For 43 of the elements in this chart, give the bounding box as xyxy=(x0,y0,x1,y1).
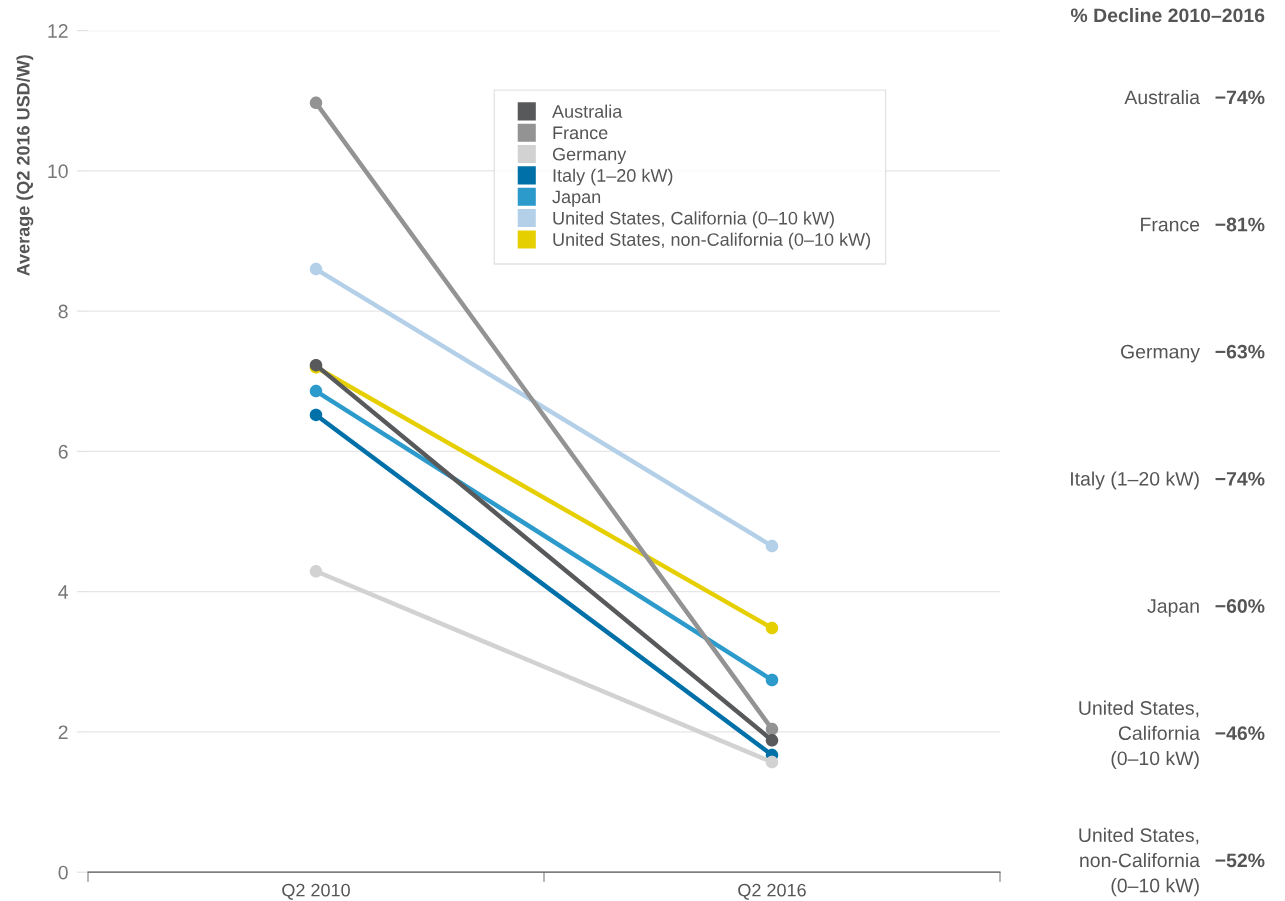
legend-label: Japan xyxy=(552,190,601,207)
text: United States, non-California (0–10 kW) xyxy=(1079,827,1201,897)
text: −74% xyxy=(1215,90,1265,105)
point xyxy=(309,565,323,578)
y-tick-label: 2 xyxy=(58,725,68,739)
point xyxy=(765,755,779,769)
legend-label: Australia xyxy=(552,104,623,118)
legend-label: United States, non-California (0–10 kW) xyxy=(553,232,871,250)
text: United States, California (0–10 kW) xyxy=(1079,700,1200,770)
text: Italy (1–20 kW) xyxy=(1071,471,1199,490)
point xyxy=(765,734,779,747)
text: −63% xyxy=(1215,344,1265,359)
text: France xyxy=(1141,217,1200,232)
y-tick-label: 8 xyxy=(58,304,68,319)
point xyxy=(309,384,323,398)
text: −46% xyxy=(1215,726,1265,741)
text: Japan xyxy=(1147,599,1199,617)
point xyxy=(765,722,779,736)
point xyxy=(309,262,323,276)
text: −52% xyxy=(1215,853,1265,868)
text: Australia xyxy=(1124,89,1200,105)
y-tick-label: 0 xyxy=(58,865,68,880)
text: % Decline 2010–2016 xyxy=(1070,7,1265,23)
legend-label: Italy (1–20 kW) xyxy=(553,168,673,186)
legend-label: Germany xyxy=(552,147,627,165)
text: −74% xyxy=(1215,472,1265,486)
x-tick-label: Q2 2010 xyxy=(282,883,350,900)
x-tick-label: Q2 2016 xyxy=(738,883,806,900)
text: −60% xyxy=(1215,599,1265,613)
y-axis-title: Average (Q2 2016 USD/W) xyxy=(16,55,34,276)
text: Germany xyxy=(1121,344,1200,363)
y-tick-label: 10 xyxy=(48,164,68,179)
text: −81% xyxy=(1215,217,1265,232)
legend-label: France xyxy=(553,126,608,140)
point xyxy=(309,408,323,422)
legend-label: United States, California (0–10 kW) xyxy=(553,211,834,229)
point xyxy=(765,621,779,635)
y-tick-label: 12 xyxy=(48,24,68,38)
point xyxy=(765,539,779,553)
y-tick-label: 4 xyxy=(58,585,68,599)
point xyxy=(765,673,779,687)
point xyxy=(309,96,323,110)
y-tick-label: 6 xyxy=(58,444,68,459)
